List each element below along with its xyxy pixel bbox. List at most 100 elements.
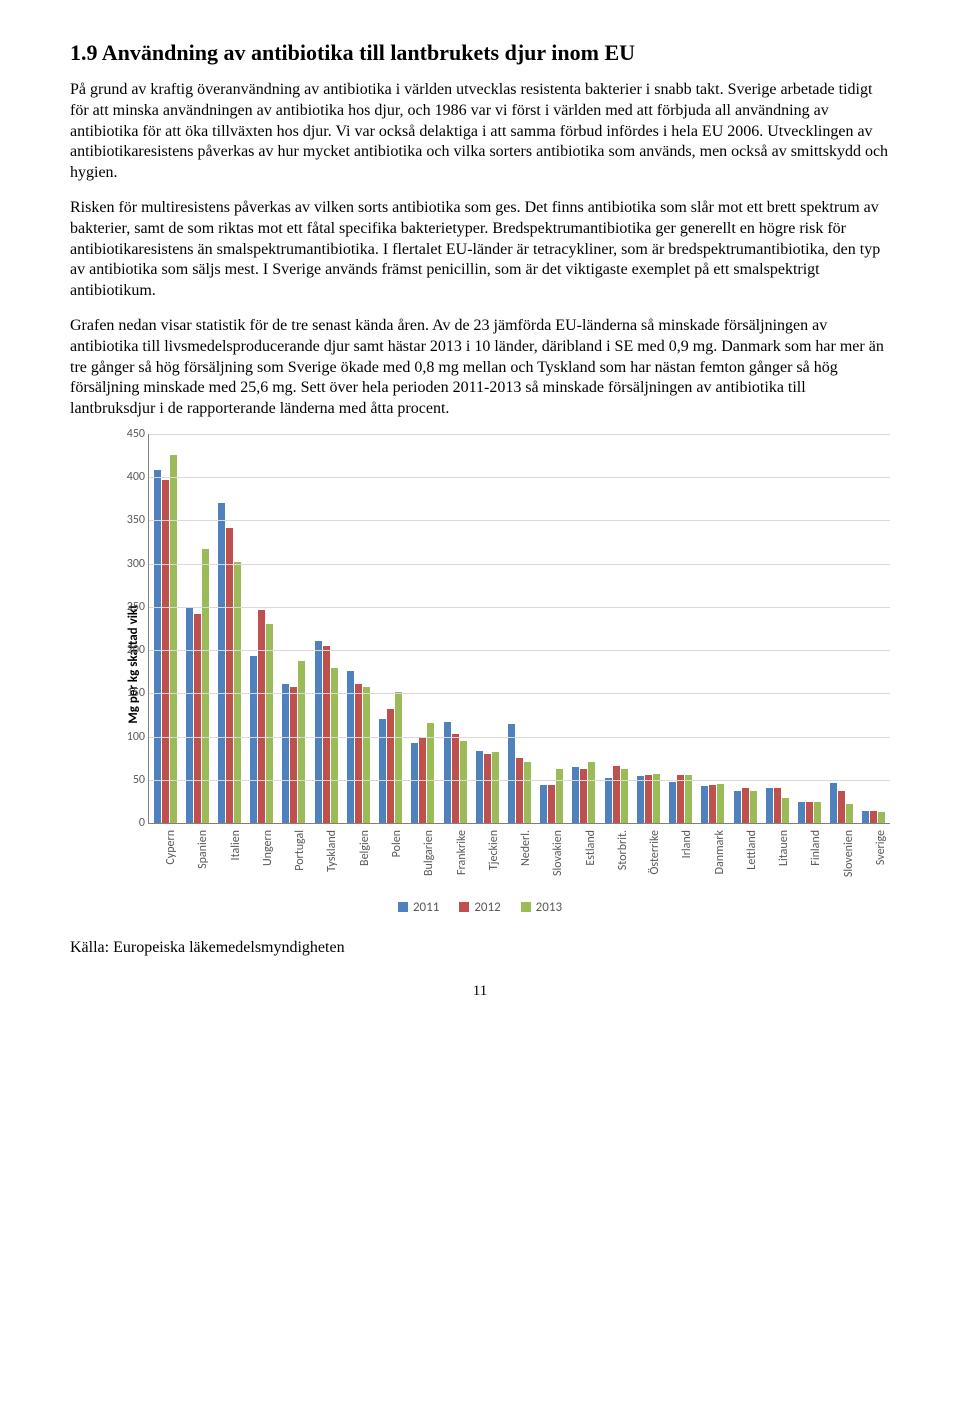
x-label-cell: Frankrike	[438, 824, 470, 894]
x-tick-label: Frankrike	[455, 830, 469, 875]
bar	[645, 775, 652, 823]
bar	[685, 775, 692, 823]
x-tick-label: Cypern	[164, 830, 178, 865]
x-tick-label: Bulgarien	[422, 830, 436, 876]
x-tick-label: Storbrit.	[616, 830, 630, 870]
category-group	[181, 434, 213, 823]
y-tick-label: 350	[119, 513, 145, 527]
x-label-cell: Sverige	[858, 824, 890, 894]
x-tick-label: Finland	[809, 830, 823, 866]
category-group	[310, 434, 342, 823]
chart-legend: 2011 2012 2013	[70, 900, 890, 915]
bar	[750, 791, 757, 823]
category-group	[793, 434, 825, 823]
antibiotics-chart: Mg per kg skattad vikt 05010015020025030…	[70, 434, 890, 915]
plot-area: 050100150200250300350400450	[148, 434, 890, 824]
x-label-cell: Finland	[793, 824, 825, 894]
x-axis-labels: CypernSpanienItalienUngernPortugalTyskla…	[148, 824, 890, 894]
bar	[492, 752, 499, 823]
x-tick-label: Österrike	[648, 830, 662, 875]
bar	[395, 692, 402, 823]
gridline	[149, 434, 890, 435]
y-tick-label: 250	[119, 600, 145, 614]
x-label-cell: Danmark	[697, 824, 729, 894]
x-label-cell: Lettland	[729, 824, 761, 894]
category-group	[342, 434, 374, 823]
category-group	[600, 434, 632, 823]
y-tick-label: 400	[119, 470, 145, 484]
category-group	[439, 434, 471, 823]
y-tick-label: 0	[119, 816, 145, 830]
category-group	[407, 434, 439, 823]
legend-swatch	[459, 902, 469, 912]
x-tick-label: Slovenien	[842, 830, 856, 877]
x-label-cell: Bulgarien	[406, 824, 438, 894]
y-tick-label: 100	[119, 730, 145, 744]
bar	[717, 784, 724, 823]
bar	[476, 751, 483, 823]
bar	[782, 798, 789, 823]
y-tick-label: 150	[119, 686, 145, 700]
bar	[580, 769, 587, 823]
x-label-cell: Irland	[664, 824, 696, 894]
bar	[363, 687, 370, 823]
x-tick-label: Danmark	[713, 830, 727, 874]
legend-item: 2013	[521, 900, 562, 915]
bar	[452, 734, 459, 823]
x-tick-label: Irland	[680, 830, 694, 858]
x-tick-label: Lettland	[745, 830, 759, 870]
bar	[508, 724, 515, 823]
bar	[878, 812, 885, 823]
x-label-cell: Tyskland	[309, 824, 341, 894]
x-label-cell: Österrike	[632, 824, 664, 894]
x-tick-label: Nederl.	[519, 830, 533, 866]
x-tick-label: Estland	[584, 830, 598, 866]
bar	[323, 646, 330, 823]
category-group	[149, 434, 181, 823]
bar	[379, 719, 386, 823]
gridline	[149, 477, 890, 478]
bar	[605, 778, 612, 823]
category-group	[536, 434, 568, 823]
legend-item: 2012	[459, 900, 500, 915]
bar	[411, 743, 418, 823]
y-tick-label: 450	[119, 427, 145, 441]
bar	[331, 668, 338, 823]
gridline	[149, 607, 890, 608]
legend-label: 2011	[413, 900, 439, 915]
category-group	[632, 434, 664, 823]
x-label-cell: Portugal	[277, 824, 309, 894]
gridline	[149, 564, 890, 565]
x-tick-label: Italien	[229, 830, 243, 860]
x-label-cell: Spanien	[180, 824, 212, 894]
gridline	[149, 693, 890, 694]
category-group	[697, 434, 729, 823]
x-label-cell: Polen	[374, 824, 406, 894]
bar	[298, 661, 305, 823]
x-label-cell: Italien	[213, 824, 245, 894]
bar	[774, 788, 781, 823]
paragraph-3: Grafen nedan visar statistik för de tre …	[70, 316, 890, 420]
bar	[838, 791, 845, 823]
category-group	[278, 434, 310, 823]
bar	[734, 791, 741, 823]
legend-label: 2012	[474, 900, 500, 915]
gridline	[149, 520, 890, 521]
bar	[669, 782, 676, 823]
chart-source: Källa: Europeiska läkemedelsmyndigheten	[70, 939, 890, 957]
x-tick-label: Sverige	[874, 830, 888, 865]
bar	[266, 624, 273, 823]
bar	[387, 709, 394, 823]
bar	[709, 785, 716, 823]
bar	[613, 766, 620, 823]
page-number: 11	[70, 983, 890, 1000]
bar	[170, 455, 177, 823]
x-tick-label: Spanien	[196, 830, 210, 869]
bar	[814, 802, 821, 823]
bar	[460, 741, 467, 823]
x-label-cell: Litauen	[761, 824, 793, 894]
x-label-cell: Slovakien	[535, 824, 567, 894]
x-label-cell: Belgien	[342, 824, 374, 894]
x-label-cell: Cypern	[148, 824, 180, 894]
category-group	[665, 434, 697, 823]
